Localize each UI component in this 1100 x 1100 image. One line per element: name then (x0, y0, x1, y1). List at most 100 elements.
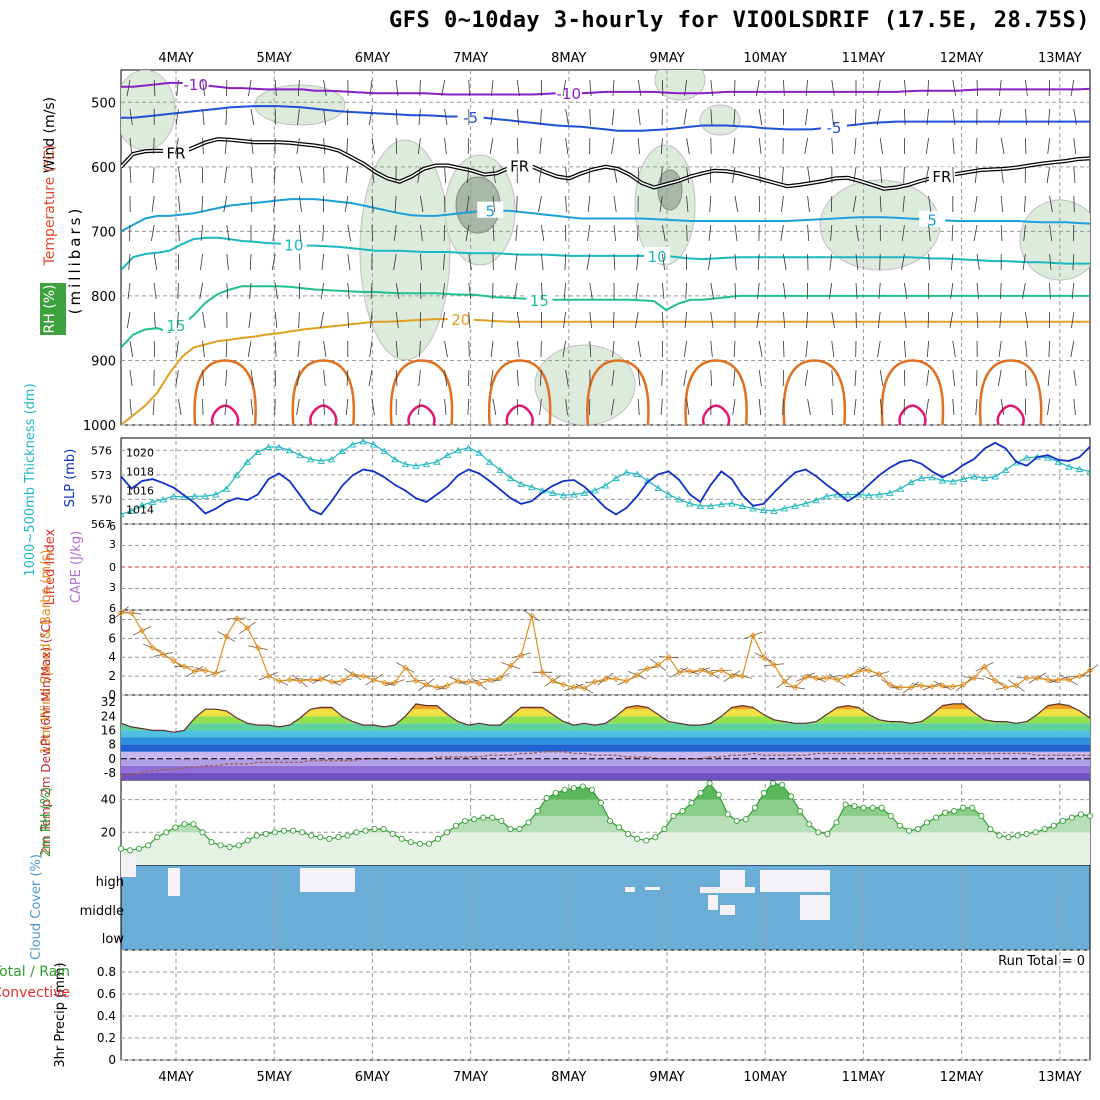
wind-tick: 6 (108, 631, 116, 645)
wind-barb (611, 108, 615, 126)
wind-barb (492, 224, 495, 242)
wind-barb (490, 340, 494, 358)
wind10m-marker (560, 681, 567, 688)
rh2m-marker (434, 835, 442, 842)
wind-barb (299, 224, 302, 242)
wind-barb (152, 166, 155, 184)
wind-barb (344, 195, 349, 213)
isotherm-label: 10 (648, 248, 667, 266)
upper-yunit: (millibars) (66, 206, 84, 315)
wind10m-marker (633, 672, 641, 679)
wind-barb (201, 195, 203, 213)
wind10m-marker (296, 677, 304, 684)
wind-barb (516, 340, 520, 358)
pressure-tick: 600 (91, 161, 116, 176)
wind-barb (345, 166, 349, 184)
wind-barb (637, 108, 641, 126)
isotherm-label-bg (477, 201, 504, 218)
wind-barb (952, 137, 955, 155)
wind-barb (998, 79, 1002, 97)
page-title: GFS 0~10day 3-hourly for VIOOLSDRIF (17.… (388, 8, 1090, 33)
thickness-marker (422, 460, 431, 468)
wind-barb (684, 79, 687, 97)
wind-barb (734, 282, 737, 300)
wind-barb (153, 253, 158, 271)
wind-barb (444, 137, 447, 155)
wind-barb (659, 195, 663, 213)
rh2m-marker (733, 817, 740, 824)
wind10m-marker (844, 672, 851, 680)
wind10m-marker (202, 667, 209, 674)
wind-barb (997, 369, 1002, 387)
wind10m-marker (918, 682, 925, 689)
wind-barb (710, 340, 713, 358)
wind-barb (926, 369, 929, 387)
wind-barb (468, 253, 472, 271)
rh2m-marker (235, 842, 242, 849)
wind-barb (466, 195, 470, 213)
wind10m-marker (349, 671, 356, 678)
wind-barb (323, 166, 325, 184)
thickness-marker (759, 506, 768, 514)
wind-barb (516, 369, 519, 387)
thickness-tick: 567 (91, 518, 112, 531)
wind-barb (296, 137, 300, 155)
cloud-gap (708, 895, 718, 910)
wind-barb (854, 369, 857, 387)
wind-barb (540, 108, 542, 126)
wind-barb (297, 108, 300, 126)
slp-tick: 1014 (126, 504, 154, 517)
wind-barb (1022, 282, 1026, 300)
wind-barb (393, 224, 397, 242)
isotherm-label-bg (526, 290, 553, 307)
rh2m-marker (914, 825, 921, 833)
thickness-marker (369, 441, 378, 448)
upper-ylabel-rh: RH (%) (42, 285, 58, 334)
wind-barb (565, 137, 569, 155)
cloud-panel (120, 864, 1091, 951)
isotherm-diurnal-30 (309, 404, 338, 425)
temp-band (121, 737, 1090, 745)
thickness-marker (127, 507, 136, 514)
wind-barb (998, 108, 1002, 126)
date-label-bottom: 6MAY (355, 1070, 390, 1085)
wind-barb (417, 166, 421, 184)
wind-barb (807, 224, 810, 242)
wind-barb (1000, 137, 1005, 155)
dewpoint-line (120, 751, 1090, 778)
wind-barb (200, 253, 203, 271)
wind-barb (998, 340, 1002, 358)
rh2m-marker (389, 830, 396, 837)
wind10m-marker (707, 670, 714, 677)
isotherm-label: 15 (530, 292, 549, 310)
wind-barb (563, 282, 566, 300)
wind-barb (926, 108, 929, 126)
rh-shade (699, 104, 741, 136)
wind10m-marker (865, 667, 872, 674)
wind-barb (854, 137, 857, 155)
wind-barb (1023, 224, 1026, 242)
rh2m-marker (190, 821, 197, 828)
wind-barb (395, 369, 398, 387)
wind-barb (441, 311, 445, 329)
wind-barb (637, 340, 642, 358)
wind-barb (1070, 79, 1075, 97)
isotherm-diurnal-25 (487, 359, 552, 425)
cloud-gap (720, 905, 735, 915)
wind-barb (516, 398, 519, 416)
wind10m-marker (370, 676, 377, 684)
wind-barb (126, 311, 131, 329)
wind-barb (926, 340, 929, 358)
wind-barb (347, 311, 349, 329)
wind-barb (515, 224, 518, 242)
isotherm-diurnal-30 (996, 404, 1025, 425)
wind-barb (248, 311, 252, 329)
rh2m-ylabel: 2m RH (%) (39, 787, 54, 858)
wind-barb (516, 137, 519, 155)
rh2m-marker (643, 837, 650, 844)
wind10m-marker (960, 681, 967, 688)
wind-barb (419, 340, 421, 358)
rh2m-marker (1005, 834, 1012, 841)
date-label-top: 12MAY (940, 51, 984, 66)
wind-barb (299, 253, 301, 271)
